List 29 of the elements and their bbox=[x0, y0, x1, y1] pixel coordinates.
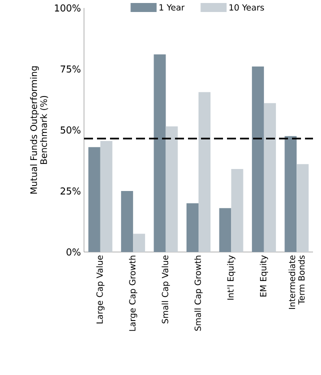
y-tick-label: 50% bbox=[60, 126, 80, 134]
legend-label: 10 Years bbox=[230, 4, 264, 11]
x-tick-label: Small Cap Value bbox=[162, 255, 170, 324]
bar bbox=[133, 234, 146, 252]
bar bbox=[186, 203, 198, 252]
y-tick-label: 25% bbox=[60, 187, 80, 195]
y-axis-title: Mutual Funds Outperforming Benchmark (%) bbox=[30, 66, 48, 194]
bar bbox=[88, 147, 100, 252]
x-tick-label: Intermediate Term Bonds bbox=[288, 255, 305, 309]
y-tick-label: 0% bbox=[66, 248, 80, 256]
bar bbox=[284, 136, 297, 252]
x-tick-label: Large Cap Growth bbox=[128, 256, 138, 331]
bar bbox=[198, 92, 210, 252]
bar bbox=[264, 103, 276, 252]
bar bbox=[296, 164, 309, 252]
bar bbox=[219, 208, 232, 252]
y-tick-label: 75% bbox=[60, 65, 80, 73]
x-tick-label: Small Cap Growth bbox=[194, 256, 203, 331]
y-tick-label: 100% bbox=[54, 4, 80, 12]
x-tick-label: Int'l Equity bbox=[227, 255, 236, 300]
bar bbox=[100, 140, 112, 252]
bar bbox=[252, 66, 264, 252]
bar bbox=[154, 54, 166, 252]
x-tick-label: EM Equity bbox=[260, 255, 268, 296]
legend-label: 1 Year bbox=[160, 4, 185, 11]
bar bbox=[231, 169, 244, 252]
bar bbox=[121, 191, 134, 252]
bar bbox=[166, 126, 178, 252]
x-tick-label: Large Cap Value bbox=[96, 255, 104, 324]
